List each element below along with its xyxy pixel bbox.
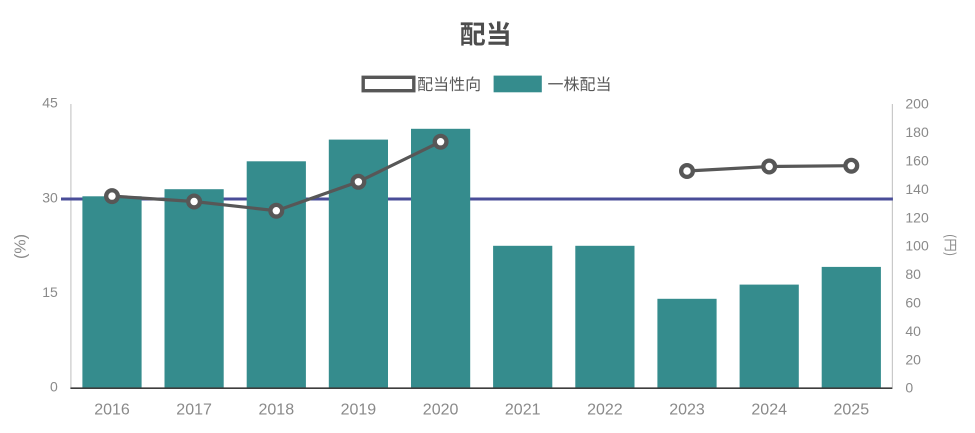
svg-text:2016: 2016 xyxy=(94,402,130,419)
svg-text:45: 45 xyxy=(42,95,58,111)
svg-text:2025: 2025 xyxy=(834,402,870,419)
svg-text:2024: 2024 xyxy=(751,402,787,419)
svg-text:40: 40 xyxy=(905,323,921,339)
svg-text:2017: 2017 xyxy=(176,402,212,419)
svg-text:80: 80 xyxy=(905,266,921,282)
svg-text:2022: 2022 xyxy=(587,402,623,419)
svg-text:180: 180 xyxy=(905,124,929,140)
svg-text:2021: 2021 xyxy=(505,402,541,419)
svg-text:2023: 2023 xyxy=(669,402,705,419)
svg-text:2020: 2020 xyxy=(423,402,459,419)
svg-text:20: 20 xyxy=(905,351,921,367)
svg-text:0: 0 xyxy=(50,379,58,395)
svg-text:160: 160 xyxy=(905,153,929,169)
svg-text:60: 60 xyxy=(905,295,921,311)
svg-text:2018: 2018 xyxy=(259,402,295,419)
svg-text:200: 200 xyxy=(905,96,929,112)
svg-text:15: 15 xyxy=(42,284,58,300)
svg-text:100: 100 xyxy=(905,238,929,254)
svg-text:2019: 2019 xyxy=(341,402,377,419)
svg-text:0: 0 xyxy=(905,380,913,396)
svg-text:(%): (%) xyxy=(13,234,30,259)
svg-text:140: 140 xyxy=(905,181,929,197)
svg-text:30: 30 xyxy=(42,189,58,205)
svg-text:120: 120 xyxy=(905,209,929,225)
